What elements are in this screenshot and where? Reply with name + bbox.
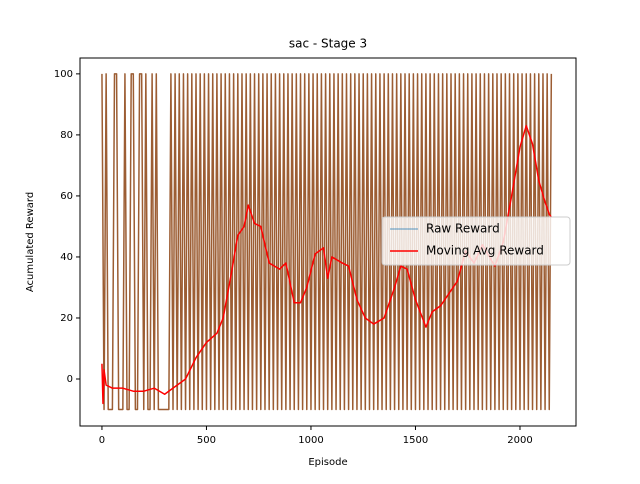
x-tick-label: 1500: [403, 435, 428, 446]
x-tick-label: 0: [99, 435, 105, 446]
y-tick-label: 80: [60, 130, 73, 141]
y-tick-label: 0: [67, 374, 73, 385]
y-tick-label: 20: [60, 313, 73, 324]
y-axis-label: Acumulated Reward: [25, 192, 36, 292]
x-axis-label: Episode: [308, 457, 347, 468]
y-tick-label: 40: [60, 252, 73, 263]
x-tick-label: 1000: [298, 435, 323, 446]
series-line: [101, 73, 553, 411]
y-tick-label: 60: [60, 191, 73, 202]
plot-frame: [79, 57, 577, 427]
legend-box: [381, 216, 571, 266]
legend-label: Raw Reward: [426, 222, 500, 236]
chart-title: sac - Stage 3: [289, 37, 367, 51]
legend-label: Moving Avg Reward: [426, 244, 544, 258]
y-tick-label: 100: [54, 69, 73, 80]
x-tick-label: 2000: [507, 435, 532, 446]
x-tick-label: 500: [197, 435, 216, 446]
